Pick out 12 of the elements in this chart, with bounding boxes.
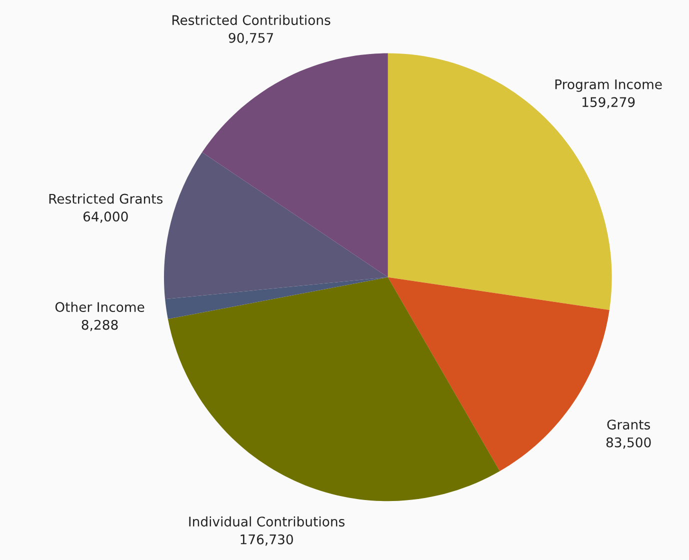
slice-label: Restricted Contributions — [172, 14, 330, 26]
data-label: 8,288 — [82, 320, 118, 332]
data-label: 83,500 — [606, 437, 651, 449]
slice-label: Restricted Grants — [49, 194, 163, 204]
slice-label: Other Income — [55, 302, 144, 312]
data-label: 64,000 — [83, 212, 128, 223]
slice-label: Grants — [607, 420, 650, 430]
data-label: 176,730 — [240, 534, 293, 546]
data-label: 90,757 — [228, 32, 274, 44]
data-label: 159,279 — [582, 97, 635, 108]
slice-label: Individual Contributions — [189, 516, 345, 527]
slice-label: Program Income — [555, 79, 662, 92]
